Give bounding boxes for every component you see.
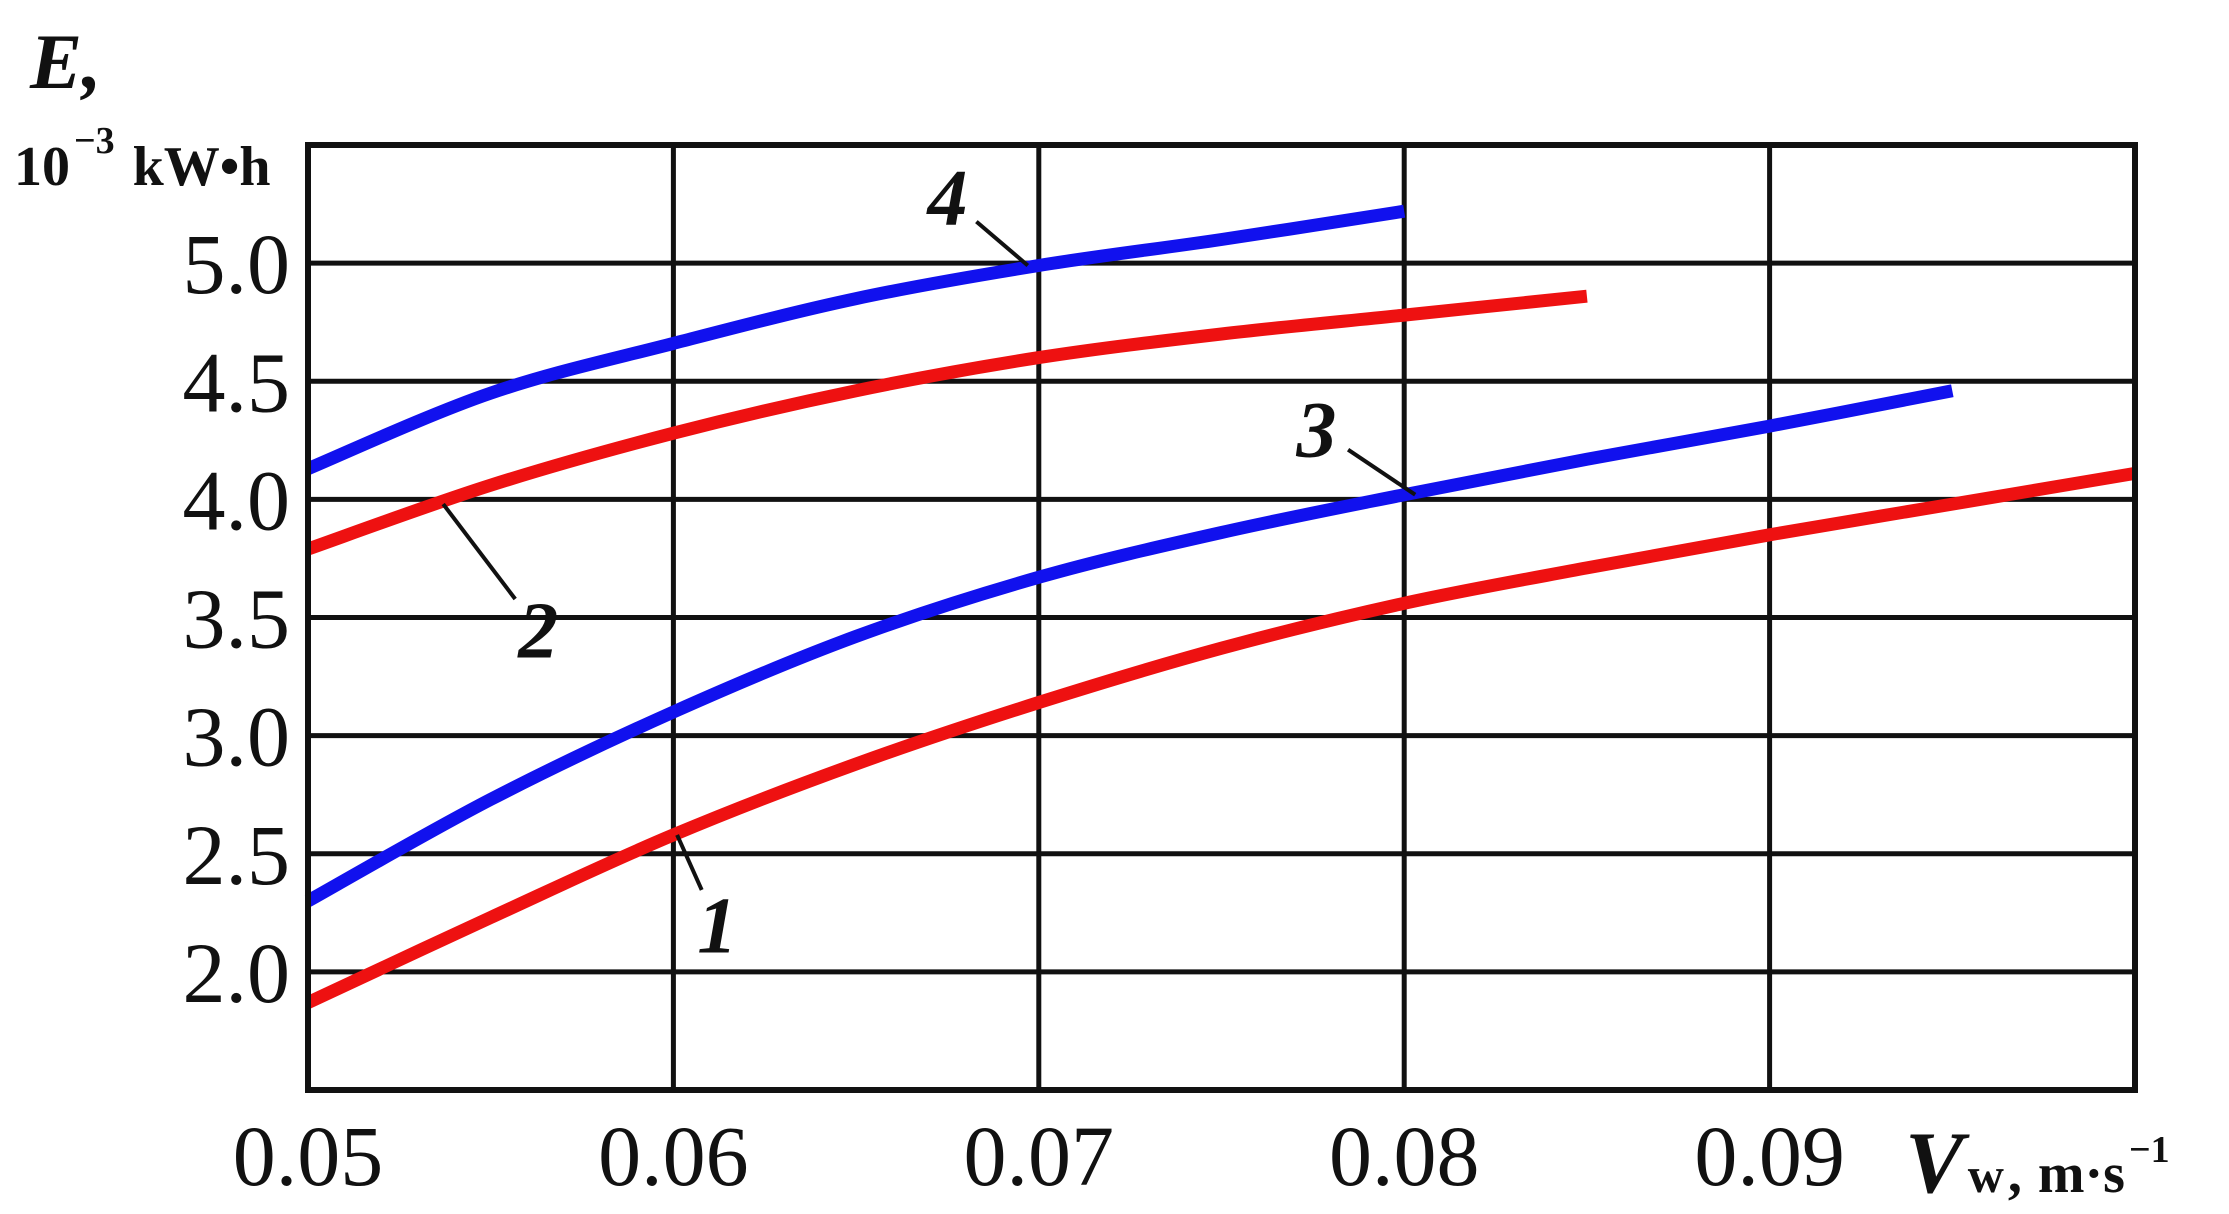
y-unit-exponent: −3 [74, 120, 115, 162]
x-label-subscript: w [1968, 1147, 2004, 1203]
series-line-4 [305, 204, 1406, 475]
y-tick-label: 4.0 [183, 452, 291, 548]
series-line-2 [305, 289, 1588, 556]
x-tick-label: 0.09 [1694, 1108, 1845, 1204]
x-tick-labels: 0.05 0.06 0.07 0.08 0.09 [233, 1108, 1845, 1204]
y-tick-label: 3.5 [183, 571, 291, 667]
x-tick-label: 0.05 [233, 1108, 384, 1204]
curves [304, 204, 2137, 1009]
annotation-leader-1 [675, 834, 704, 891]
x-label-exponent: −1 [2129, 1129, 2170, 1171]
annotation-leader-4 [975, 220, 1030, 268]
y-unit-base: 10 [14, 136, 70, 198]
y-tick-label: 4.5 [183, 334, 291, 430]
y-axis-unit: 10 −3 kW•h [14, 120, 271, 198]
y-tick-label: 5.0 [183, 216, 291, 312]
x-tick-label: 0.08 [1329, 1108, 1480, 1204]
annotation-label-2: 2 [517, 587, 558, 675]
y-tick-label: 2.5 [183, 807, 291, 903]
x-tick-label: 0.06 [598, 1108, 749, 1204]
y-axis-label: E, [29, 18, 102, 105]
annotation-label-1: 1 [697, 883, 737, 971]
annotation-leader-3 [1346, 448, 1417, 497]
x-tick-label: 0.07 [964, 1108, 1115, 1204]
series-line-3 [304, 384, 1954, 907]
series-line-1 [305, 466, 2137, 1009]
x-axis-label: V w , m·s −1 [1905, 1115, 2170, 1212]
x-label-symbol: V [1905, 1115, 1970, 1212]
y-tick-label: 2.0 [183, 925, 291, 1021]
plot-frame [305, 142, 2138, 1093]
x-label-unit: m·s [2038, 1143, 2125, 1205]
y-tick-label: 3.0 [183, 689, 291, 785]
curve-annotations: 1 2 3 4 [441, 155, 1417, 971]
annotation-leader-2 [441, 502, 517, 601]
y-tick-labels: 2.0 2.5 3.0 3.5 4.0 4.5 5.0 [183, 216, 291, 1021]
annotation-label-4: 4 [925, 155, 967, 243]
y-unit-rest: kW•h [133, 136, 271, 198]
grid [305, 145, 2138, 1090]
annotation-label-3: 3 [1296, 387, 1337, 475]
x-label-comma: , [2008, 1143, 2022, 1205]
